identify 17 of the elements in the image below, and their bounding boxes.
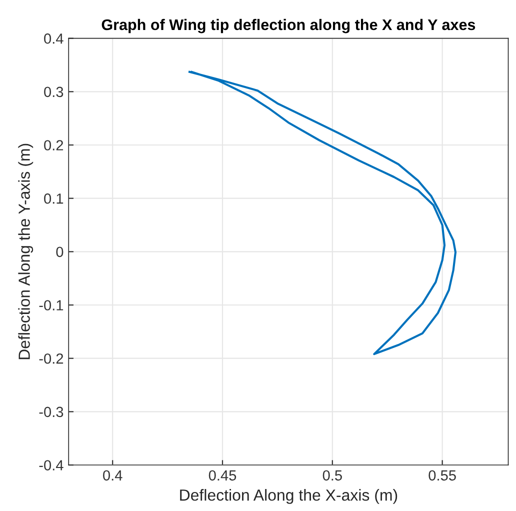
y-tick-label: -0.1 bbox=[39, 300, 64, 310]
y-tick-label: 0.4 bbox=[44, 33, 64, 44]
y-tick-label: -0.4 bbox=[39, 460, 64, 470]
y-tick-label: -0.2 bbox=[39, 353, 64, 364]
x-tick-label: 0.45 bbox=[208, 470, 236, 481]
x-tick-label: 0.55 bbox=[428, 470, 456, 481]
x-tick-label: 0.4 bbox=[103, 470, 122, 481]
line-series bbox=[188, 70, 457, 356]
y-axis-title: Deflection Along the Y-axis (m) bbox=[18, 144, 34, 360]
y-tick-label: 0.1 bbox=[44, 193, 64, 204]
y-tick-label: 0.3 bbox=[44, 86, 64, 98]
x-tick-label: 0.5 bbox=[322, 470, 342, 481]
y-tick-label: 0 bbox=[56, 246, 64, 258]
y-tick-label: 0.2 bbox=[44, 140, 64, 150]
x-axis-title: Deflection Along the X-axis (m) bbox=[180, 489, 398, 504]
chart-title: Graph of Wing tip deflection along the X and Y axes bbox=[102, 18, 476, 34]
y-tick-label: -0.3 bbox=[39, 406, 64, 418]
